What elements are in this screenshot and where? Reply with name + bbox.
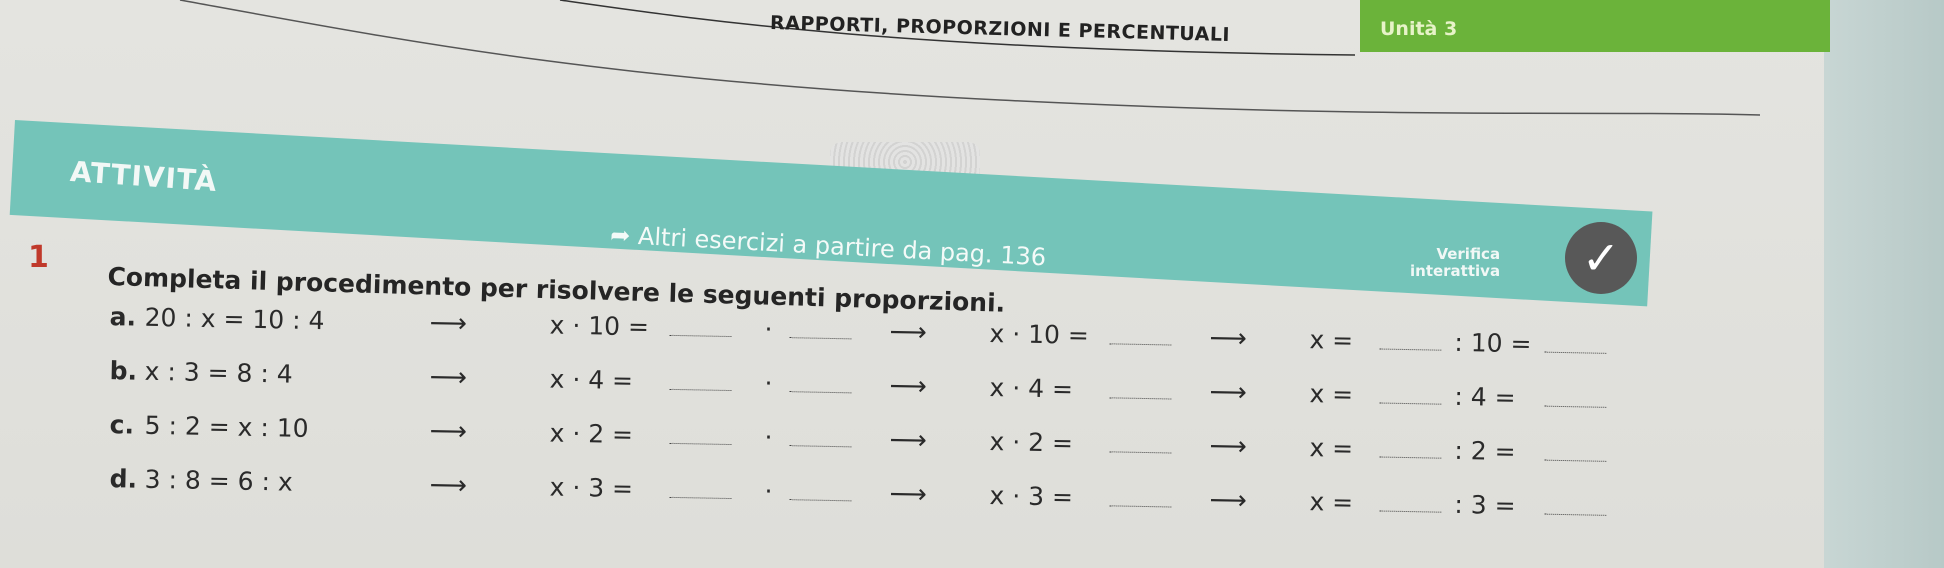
row-step2: x · 10 = [989,319,1090,350]
row-step1: x · 3 = [549,472,634,504]
interattiva-text: interattiva [1410,262,1501,280]
verifica-text: Verifica [1436,245,1501,263]
answer-blank[interactable] [1544,329,1607,354]
row-step4: : 3 = [1454,489,1516,521]
row-step2: x · 3 = [989,481,1074,512]
row-proportion: 3 : 8 = 6 : x [144,464,293,497]
answer-blank[interactable] [1109,321,1172,346]
row-label: a. [109,302,137,332]
arrow-right-icon: ⟶ [429,308,468,339]
arrow-right-icon: ⟶ [889,371,928,402]
answer-blank[interactable] [1379,488,1442,513]
row-dot: · [764,476,773,506]
row-step4: : 10 = [1454,327,1532,359]
row-step3: x = [1309,325,1354,355]
answer-blank[interactable] [1544,491,1607,516]
answer-blank[interactable] [789,423,852,448]
row-step3: x = [1309,379,1354,409]
row-proportion: 20 : x = 10 : 4 [144,302,325,336]
arrow-right-icon: ⟶ [889,317,928,348]
row-step2: x · 2 = [989,427,1074,458]
check-icon[interactable]: ✓ [1565,222,1637,294]
unit-label: Unità 3 [1380,18,1458,40]
row-dot: · [764,368,773,398]
arrow-icon: ➦ [609,220,639,251]
answer-blank[interactable] [789,477,852,502]
arrow-right-icon: ⟶ [429,416,468,447]
arrow-right-icon: ⟶ [429,362,468,393]
answer-blank[interactable] [1109,429,1172,454]
page-edge [1824,0,1944,568]
arrow-right-icon: ⟶ [429,470,468,501]
unit-badge [1360,0,1830,52]
row-step3: x = [1309,433,1354,463]
answer-blank[interactable] [1379,326,1442,351]
answer-blank[interactable] [1544,383,1607,408]
interactive-check-label[interactable]: Verifica interattiva [1410,246,1500,280]
row-step4: : 4 = [1454,381,1516,413]
row-proportion: x : 3 = 8 : 4 [144,356,293,389]
answer-blank[interactable] [789,369,852,394]
arrow-right-icon: ⟶ [1209,431,1248,462]
answer-blank[interactable] [669,312,732,338]
answer-blank[interactable] [789,315,852,340]
row-label: b. [109,356,138,386]
row-step1: x · 10 = [549,310,650,342]
arrow-right-icon: ⟶ [889,479,928,510]
exercise-number: 1 [28,240,49,275]
row-label: c. [109,410,135,440]
answer-blank[interactable] [669,366,732,392]
answer-blank[interactable] [669,474,732,500]
answer-blank[interactable] [669,420,732,446]
answer-blank[interactable] [1544,437,1607,462]
row-step2: x · 4 = [989,373,1074,404]
arrow-right-icon: ⟶ [1209,377,1248,408]
arrow-right-icon: ⟶ [1209,485,1248,516]
row-step1: x · 4 = [549,364,634,396]
answer-blank[interactable] [1109,483,1172,508]
row-step4: : 2 = [1454,435,1516,467]
answer-blank[interactable] [1379,434,1442,459]
arrow-right-icon: ⟶ [889,425,928,456]
row-dot: · [764,314,773,344]
row-proportion: 5 : 2 = x : 10 [144,410,309,443]
row-step1: x · 2 = [549,418,634,450]
answer-blank[interactable] [1109,375,1172,400]
row-step3: x = [1309,487,1354,517]
row-dot: · [764,422,773,452]
answer-blank[interactable] [1379,380,1442,405]
row-label: d. [109,464,138,494]
arrow-right-icon: ⟶ [1209,323,1248,354]
